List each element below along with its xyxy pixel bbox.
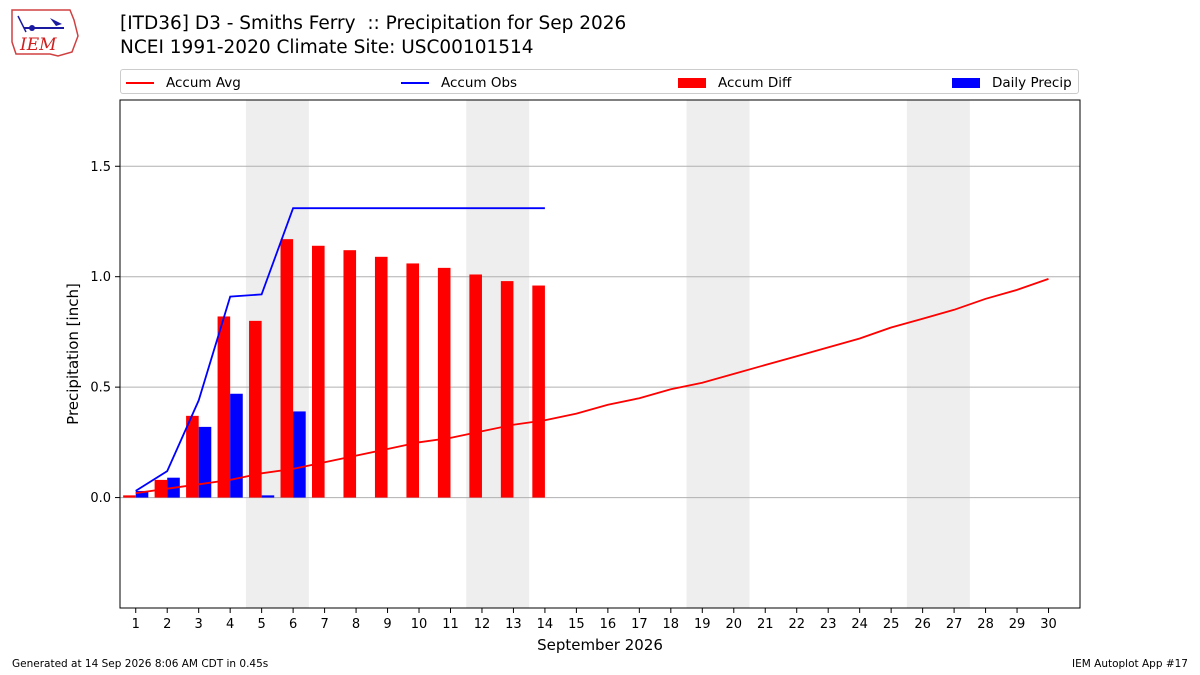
accum-diff-bar — [249, 320, 262, 498]
accum-diff-bar — [374, 256, 388, 498]
y-axis-label: Precipitation [inch] — [64, 283, 82, 425]
accum-diff-bar — [312, 245, 325, 498]
x-tick-label: 27 — [946, 617, 963, 632]
legend-patch-icon — [952, 77, 980, 88]
accum-diff-bar — [437, 267, 451, 498]
legend-label: Accum Avg — [166, 74, 241, 91]
iem-logo: IEM — [11, 9, 79, 57]
axes: 0.00.51.01.51 2 3 4 5 6 7 8 9 10 11 12 13 14 15 16 17 18 1… — [90, 160, 1056, 632]
accum-diff-bar — [500, 281, 514, 498]
x-tick-label: 20 — [725, 617, 742, 632]
daily-precip-bar — [135, 490, 149, 498]
x-tick-label: 4 — [226, 617, 234, 632]
plot-frame — [119, 99, 1081, 609]
x-tick-label: 26 — [914, 617, 931, 632]
accum-diff-bar — [217, 316, 231, 498]
weekend-band — [906, 100, 970, 608]
state-outline-icon — [11, 9, 79, 57]
accum-obs-line — [135, 207, 545, 492]
legend-item-accum-avg: Accum Avg — [126, 70, 241, 95]
x-tick-label: 5 — [257, 617, 265, 632]
daily-precip-bar — [198, 426, 212, 498]
x-tick-label: 24 — [851, 617, 868, 632]
accum-diff-bar — [186, 415, 199, 498]
lines — [135, 207, 1049, 494]
legend-label: Accum Obs — [441, 74, 518, 91]
x-tick-label: 17 — [631, 617, 648, 632]
legend-item-daily-precip: Daily Precip — [952, 70, 1072, 95]
accum-diff-bar — [123, 495, 136, 498]
weekend-band — [686, 100, 750, 608]
y-tick-label: 1.0 — [90, 270, 111, 285]
y-tick-label: 0.5 — [90, 381, 111, 396]
x-tick-label: 21 — [757, 617, 774, 632]
x-tick-label: 19 — [694, 617, 711, 632]
accum-diff-bar — [532, 285, 545, 498]
accum-diff-bar — [469, 274, 482, 498]
legend-label: Daily Precip — [992, 74, 1072, 91]
x-tick-label: 8 — [352, 617, 360, 632]
x-tick-label: 30 — [1040, 617, 1057, 632]
legend-line-icon — [401, 81, 429, 84]
bars — [123, 239, 545, 498]
gridlines — [120, 165, 1080, 499]
x-tick-label: 25 — [883, 617, 900, 632]
x-tick-label: 2 — [163, 617, 171, 632]
x-tick-label: 1 — [132, 617, 140, 632]
x-tick-label: 15 — [568, 617, 585, 632]
legend-line-icon — [126, 81, 154, 84]
x-tick-label: 29 — [1009, 617, 1026, 632]
x-tick-label: 16 — [600, 617, 617, 632]
x-tick-label: 11 — [442, 617, 459, 632]
generated-timestamp: Generated at 14 Sep 2026 8:06 AM CDT in … — [12, 658, 269, 670]
x-tick-label: 3 — [195, 617, 203, 632]
x-tick-label: 22 — [788, 617, 805, 632]
y-tick-label: 1.5 — [90, 160, 111, 175]
x-tick-label: 28 — [977, 617, 994, 632]
legend-item-accum-diff: Accum Diff — [678, 70, 791, 95]
daily-precip-bar — [293, 411, 306, 498]
x-tick-label: 9 — [383, 617, 391, 632]
daily-precip-bar — [230, 393, 243, 498]
legend-item-accum-obs: Accum Obs — [401, 70, 517, 95]
accum-diff-bar — [343, 250, 357, 498]
x-tick-label: 7 — [320, 617, 328, 632]
x-tick-label: 23 — [820, 617, 837, 632]
daily-precip-bar — [261, 495, 275, 498]
app-credit: IEM Autoplot App #17 — [1072, 658, 1188, 670]
legend-label: Accum Diff — [718, 74, 792, 91]
accum-diff-bar — [280, 239, 294, 498]
chart-title: [ITD36] D3 - Smiths Ferry :: Precipitati… — [120, 13, 627, 34]
x-tick-label: 14 — [537, 617, 554, 632]
logo-text: IEM — [19, 35, 57, 55]
x-tick-label: 10 — [411, 617, 428, 632]
x-tick-label: 18 — [663, 617, 680, 632]
chart-subtitle: NCEI 1991-2020 Climate Site: USC00101514 — [120, 37, 534, 58]
legend-patch-icon — [678, 77, 706, 88]
accum-avg-line — [135, 278, 1049, 494]
x-tick-label: 6 — [289, 617, 297, 632]
x-tick-label: 13 — [505, 617, 522, 632]
y-tick-label: 0.0 — [90, 491, 111, 506]
x-tick-label: 12 — [474, 617, 491, 632]
x-axis-label: September 2026 — [537, 636, 663, 654]
chart-legend: Accum Avg Accum Obs Accum Diff Daily Pre… — [120, 69, 1079, 94]
accum-diff-bar — [406, 263, 420, 498]
